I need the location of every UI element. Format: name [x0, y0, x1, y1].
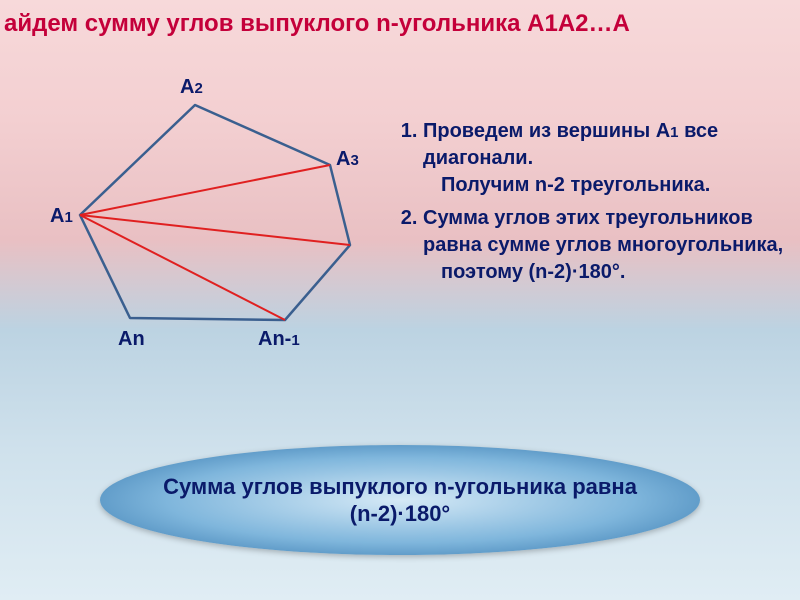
vertex-label-A1: А1	[50, 205, 73, 228]
diagonal	[80, 215, 350, 245]
slide-title: айдем сумму углов выпуклого n-угольника …	[0, 10, 800, 38]
slide: айдем сумму углов выпуклого n-угольника …	[0, 0, 800, 600]
diagonal	[80, 215, 285, 320]
formula-ellipse: Сумма углов выпуклого n-угольника равна …	[100, 445, 700, 555]
polygon-outline	[80, 105, 350, 320]
polygon-diagram: А1А2А3Аn-1Аn	[40, 80, 380, 360]
formula-line1: Сумма углов выпуклого n-угольника равна	[163, 473, 637, 501]
vertex-label-An1: Аn-1	[258, 328, 300, 351]
vertex-label-An: Аn	[118, 328, 145, 351]
step-1: Проведем из вершины А1 все диагонали.Пол…	[423, 118, 785, 199]
formula-line2: (n-2)·180°	[350, 500, 450, 528]
formula-text: Сумма углов выпуклого n-угольника равна …	[100, 445, 700, 555]
diagonal	[80, 165, 330, 215]
vertex-label-A3: А3	[336, 148, 359, 171]
proof-steps: Проведем из вершины А1 все диагонали.Пол…	[395, 118, 785, 292]
step-2: Сумма углов этих треугольников равна сум…	[423, 205, 785, 286]
vertex-label-A2: А2	[180, 76, 203, 99]
polygon-svg	[40, 80, 380, 360]
